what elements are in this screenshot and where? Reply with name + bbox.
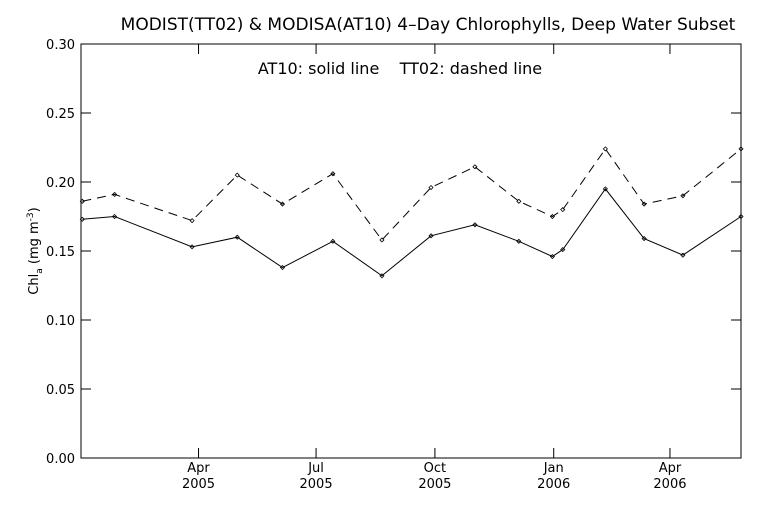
data-point-tt02 [379, 237, 385, 243]
data-point-tt02 [472, 164, 478, 170]
data-point-tt02 [680, 193, 686, 199]
y-axis-label-subscript: a [35, 268, 45, 274]
y-axis-label-close: ) [27, 207, 42, 212]
y-axis-label-units: (mg m [27, 221, 42, 268]
chart-annotation: AT10: solid line TT02: dashed line [258, 59, 542, 78]
chart-title: MODIST(TT02) & MODISA(AT10) 4–Day Chloro… [121, 15, 736, 35]
series-line-tt02 [82, 148, 742, 241]
data-point-at10 [516, 238, 522, 244]
data-point-at10 [330, 238, 336, 244]
data-point-at10 [472, 222, 478, 228]
data-point-at10 [602, 186, 608, 192]
data-point-at10 [549, 253, 555, 260]
y-tick-label: 0.15 [46, 245, 75, 260]
x-tick-label-year: 2005 [182, 477, 215, 492]
data-point-at10 [379, 273, 385, 279]
data-point-at10 [428, 233, 434, 239]
y-tick-label: 0.05 [46, 383, 75, 398]
y-axis-label: Chla (mg m-3) [26, 207, 45, 294]
x-tick-label-month: Jul [307, 461, 324, 476]
data-point-tt02 [560, 207, 566, 213]
series-line-at10 [82, 188, 742, 277]
x-tick-label-month: Apr [187, 461, 210, 476]
x-tick-label-month: Apr [659, 461, 682, 476]
data-point-tt02 [602, 146, 608, 152]
data-point-tt02 [738, 146, 744, 152]
data-point-tt02 [549, 213, 555, 220]
data-point-at10 [234, 234, 240, 240]
data-point-tt02 [234, 172, 240, 178]
x-tick-label-month: Oct [424, 461, 446, 476]
data-point-tt02 [516, 198, 522, 204]
data-point-tt02 [189, 218, 195, 224]
series-layer [79, 146, 744, 279]
data-point-at10 [738, 213, 744, 220]
data-point-at10 [279, 264, 286, 271]
x-tick-label-month: Jan [543, 461, 564, 476]
data-point-tt02 [79, 198, 85, 204]
y-tick-label: 0.10 [46, 314, 75, 329]
data-point-at10 [189, 244, 195, 250]
data-point-tt02 [428, 184, 434, 191]
data-point-at10 [79, 216, 85, 222]
data-point-tt02 [279, 201, 286, 207]
x-tick-label-year: 2006 [537, 477, 570, 492]
plot-frame [80, 43, 742, 459]
y-axis-label-chl: Chl [27, 274, 42, 295]
y-tick-label: 0.20 [46, 176, 75, 191]
x-tick-label-year: 2006 [653, 477, 686, 492]
data-point-at10 [680, 252, 686, 258]
data-point-at10 [112, 213, 118, 220]
y-axis-label-exponent: -3 [26, 212, 36, 221]
data-point-tt02 [641, 201, 647, 207]
data-point-tt02 [330, 171, 336, 177]
y-axis: 0.00 0.05 0.10 0.15 0.20 0.25 0.30 [46, 38, 741, 467]
data-point-at10 [560, 247, 566, 253]
data-point-tt02 [112, 191, 118, 197]
y-tick-label: 0.00 [46, 452, 75, 467]
data-point-at10 [641, 236, 647, 242]
x-tick-label-year: 2005 [418, 477, 451, 492]
y-tick-label: 0.30 [46, 38, 75, 53]
x-tick-label-year: 2005 [300, 477, 333, 492]
y-tick-label: 0.25 [46, 107, 75, 122]
